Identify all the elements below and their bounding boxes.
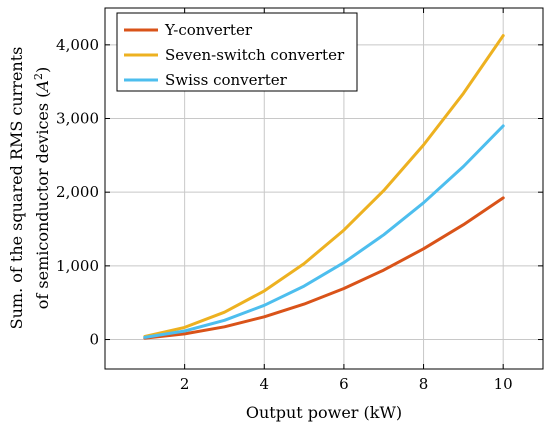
legend-label-2: Swiss converter (165, 71, 288, 89)
y-tick-label: 0 (89, 331, 99, 349)
y-tick-label: 4,000 (56, 36, 99, 54)
series-line-0 (143, 196, 505, 340)
y-axis-unit: A (33, 80, 52, 94)
series-line-2 (143, 124, 505, 339)
series-lines (143, 34, 505, 340)
x-tick-label: 10 (494, 375, 513, 393)
legend-label-1: Seven-switch converter (165, 46, 345, 64)
y-axis-label-line1: Sum. of the squared RMS currents (7, 47, 26, 330)
y-axis-label-line2: of semiconductor devices (A2) (32, 67, 52, 309)
y-axis-unit-exponent: 2 (32, 73, 45, 80)
series-line-1 (143, 34, 505, 338)
legend-box (116, 12, 358, 92)
legend: Y-converter Seven-switch converter Swiss c… (116, 12, 358, 92)
y-axis-label-suffix: ) (33, 67, 52, 73)
y-axis-label-prefix: of semiconductor devices ( (33, 92, 52, 310)
y-tick-label: 2,000 (56, 183, 99, 201)
x-tick-label: 6 (339, 375, 349, 393)
plot-frame (104, 7, 544, 370)
x-tick-label: 2 (180, 375, 190, 393)
y-tick-label: 3,000 (56, 110, 99, 128)
ticks: 2 4 6 8 10 0 1,000 2,000 3,000 4,000 (56, 8, 543, 393)
legend-label-0: Y-converter (164, 21, 253, 39)
x-tick-label: 8 (419, 375, 429, 393)
x-axis-label: Output power (kW) (246, 403, 402, 422)
x-tick-label: 4 (259, 375, 269, 393)
y-tick-label: 1,000 (56, 257, 99, 275)
